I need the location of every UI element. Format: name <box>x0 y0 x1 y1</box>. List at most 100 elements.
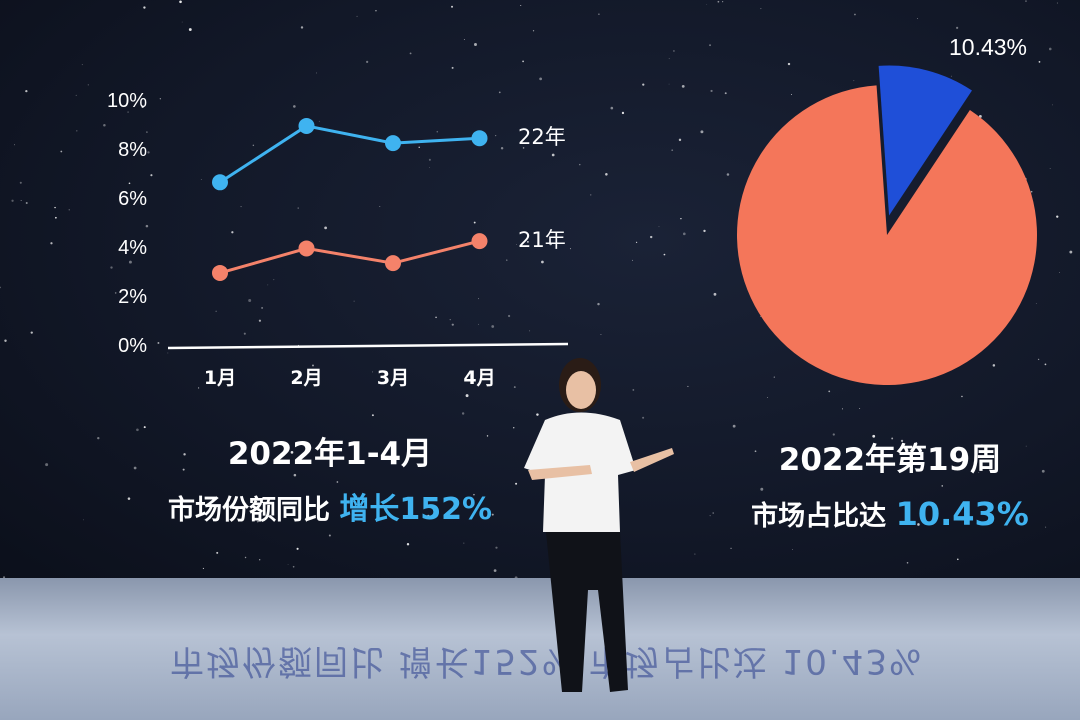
star <box>787 62 791 66</box>
star <box>730 547 732 549</box>
pie-slice-label: 10.43% <box>949 34 1027 60</box>
star <box>828 390 831 393</box>
star <box>143 6 146 9</box>
star <box>198 387 200 389</box>
star <box>900 439 904 442</box>
star <box>418 146 420 148</box>
star <box>682 232 686 236</box>
star <box>157 342 160 344</box>
star <box>240 206 242 208</box>
star <box>700 130 704 134</box>
star <box>244 556 247 559</box>
star <box>55 216 57 219</box>
star <box>461 412 465 415</box>
star <box>1052 104 1054 106</box>
star <box>600 334 602 336</box>
star <box>515 244 517 245</box>
star <box>529 330 531 332</box>
star <box>4 339 7 342</box>
caption-highlight: 10.43% <box>895 495 1029 533</box>
y-tick-label: 0% <box>118 335 147 357</box>
star <box>1056 2 1058 4</box>
star <box>429 167 430 168</box>
star <box>259 559 261 561</box>
star <box>854 13 856 16</box>
star <box>293 105 296 108</box>
star <box>20 200 22 202</box>
star <box>579 163 581 166</box>
star <box>992 364 996 367</box>
y-tick-label: 2% <box>118 286 147 308</box>
star <box>379 206 381 207</box>
star <box>103 123 106 127</box>
star <box>121 193 123 195</box>
data-point <box>471 233 488 250</box>
star <box>258 319 262 322</box>
star <box>541 260 544 264</box>
star <box>366 60 369 63</box>
star <box>248 299 252 303</box>
star <box>642 83 645 86</box>
star <box>598 13 600 15</box>
star <box>372 371 374 373</box>
star <box>590 194 592 196</box>
star <box>605 173 608 176</box>
star <box>671 149 674 151</box>
star <box>473 493 475 496</box>
star <box>906 562 909 564</box>
star <box>297 207 299 209</box>
star <box>474 43 477 46</box>
star <box>642 416 645 419</box>
star <box>76 130 78 132</box>
data-point <box>385 135 401 152</box>
star <box>632 259 634 261</box>
star <box>292 565 295 568</box>
star <box>522 60 524 63</box>
star <box>1044 363 1047 366</box>
star <box>522 147 525 149</box>
star <box>167 352 169 354</box>
star <box>726 173 730 176</box>
star <box>621 111 625 115</box>
star <box>478 298 480 300</box>
star <box>183 453 186 456</box>
star <box>703 229 706 233</box>
star <box>709 515 711 517</box>
star <box>375 10 377 12</box>
star <box>202 567 204 570</box>
star <box>941 485 943 487</box>
star <box>713 292 717 296</box>
star <box>1025 445 1027 447</box>
star <box>562 131 564 133</box>
star <box>1048 47 1052 51</box>
data-point <box>212 174 228 191</box>
star <box>551 153 555 157</box>
star <box>792 549 793 551</box>
star <box>495 546 498 549</box>
star <box>267 284 269 286</box>
star <box>760 8 762 10</box>
star <box>1035 303 1037 304</box>
star <box>188 28 192 31</box>
star <box>706 4 708 5</box>
star <box>663 253 666 256</box>
star <box>957 558 959 561</box>
series-line-1 <box>219 239 480 275</box>
star <box>318 120 320 122</box>
star <box>473 221 476 224</box>
line-chart-caption-1: 2022年1-4月 <box>227 436 433 472</box>
star <box>486 435 489 437</box>
star <box>451 66 454 69</box>
star <box>1059 272 1060 273</box>
star <box>673 50 675 52</box>
star <box>872 434 876 438</box>
star <box>1030 190 1033 193</box>
series-label: 21年 <box>518 228 566 252</box>
star <box>773 376 775 378</box>
data-point <box>385 255 401 272</box>
x-tick-label: 1月 <box>204 367 236 389</box>
star <box>1041 469 1045 473</box>
star <box>127 111 129 113</box>
star <box>324 226 327 230</box>
